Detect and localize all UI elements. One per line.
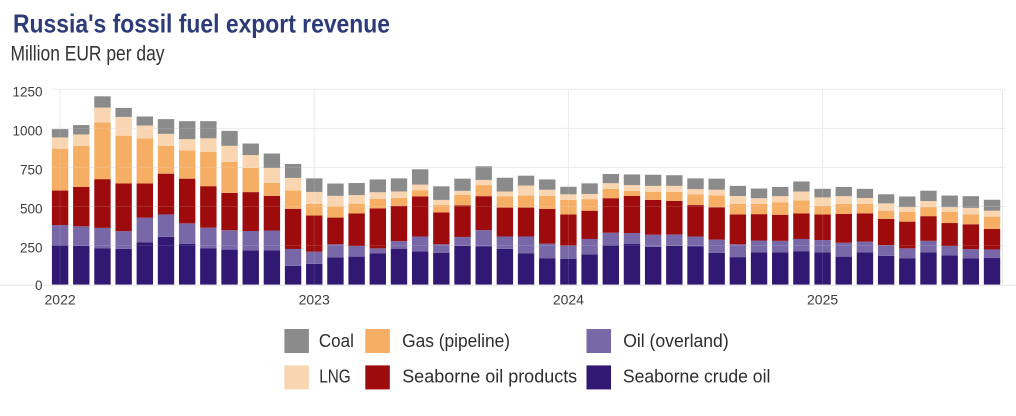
svg-text:Seaborne crude oil: Seaborne crude oil: [623, 366, 771, 387]
svg-text:Oil (overland): Oil (overland): [623, 330, 729, 351]
svg-text:Seaborne oil products: Seaborne oil products: [402, 366, 577, 387]
svg-text:250: 250: [20, 241, 43, 256]
svg-text:LNG: LNG: [319, 366, 351, 387]
svg-text:Million EUR per day: Million EUR per day: [11, 43, 165, 66]
svg-text:750: 750: [20, 162, 43, 177]
svg-text:2024: 2024: [553, 291, 584, 307]
svg-text:2025: 2025: [807, 291, 838, 307]
svg-text:1250: 1250: [12, 84, 42, 99]
svg-text:2023: 2023: [299, 291, 330, 307]
svg-text:500: 500: [20, 202, 43, 217]
svg-text:Russia's fossil fuel export re: Russia's fossil fuel export revenue: [13, 9, 390, 39]
svg-text:Gas (pipeline): Gas (pipeline): [402, 330, 510, 351]
svg-text:2022: 2022: [45, 291, 76, 307]
svg-text:1000: 1000: [12, 123, 42, 138]
svg-text:0: 0: [35, 278, 43, 293]
svg-text:Coal: Coal: [319, 330, 354, 351]
